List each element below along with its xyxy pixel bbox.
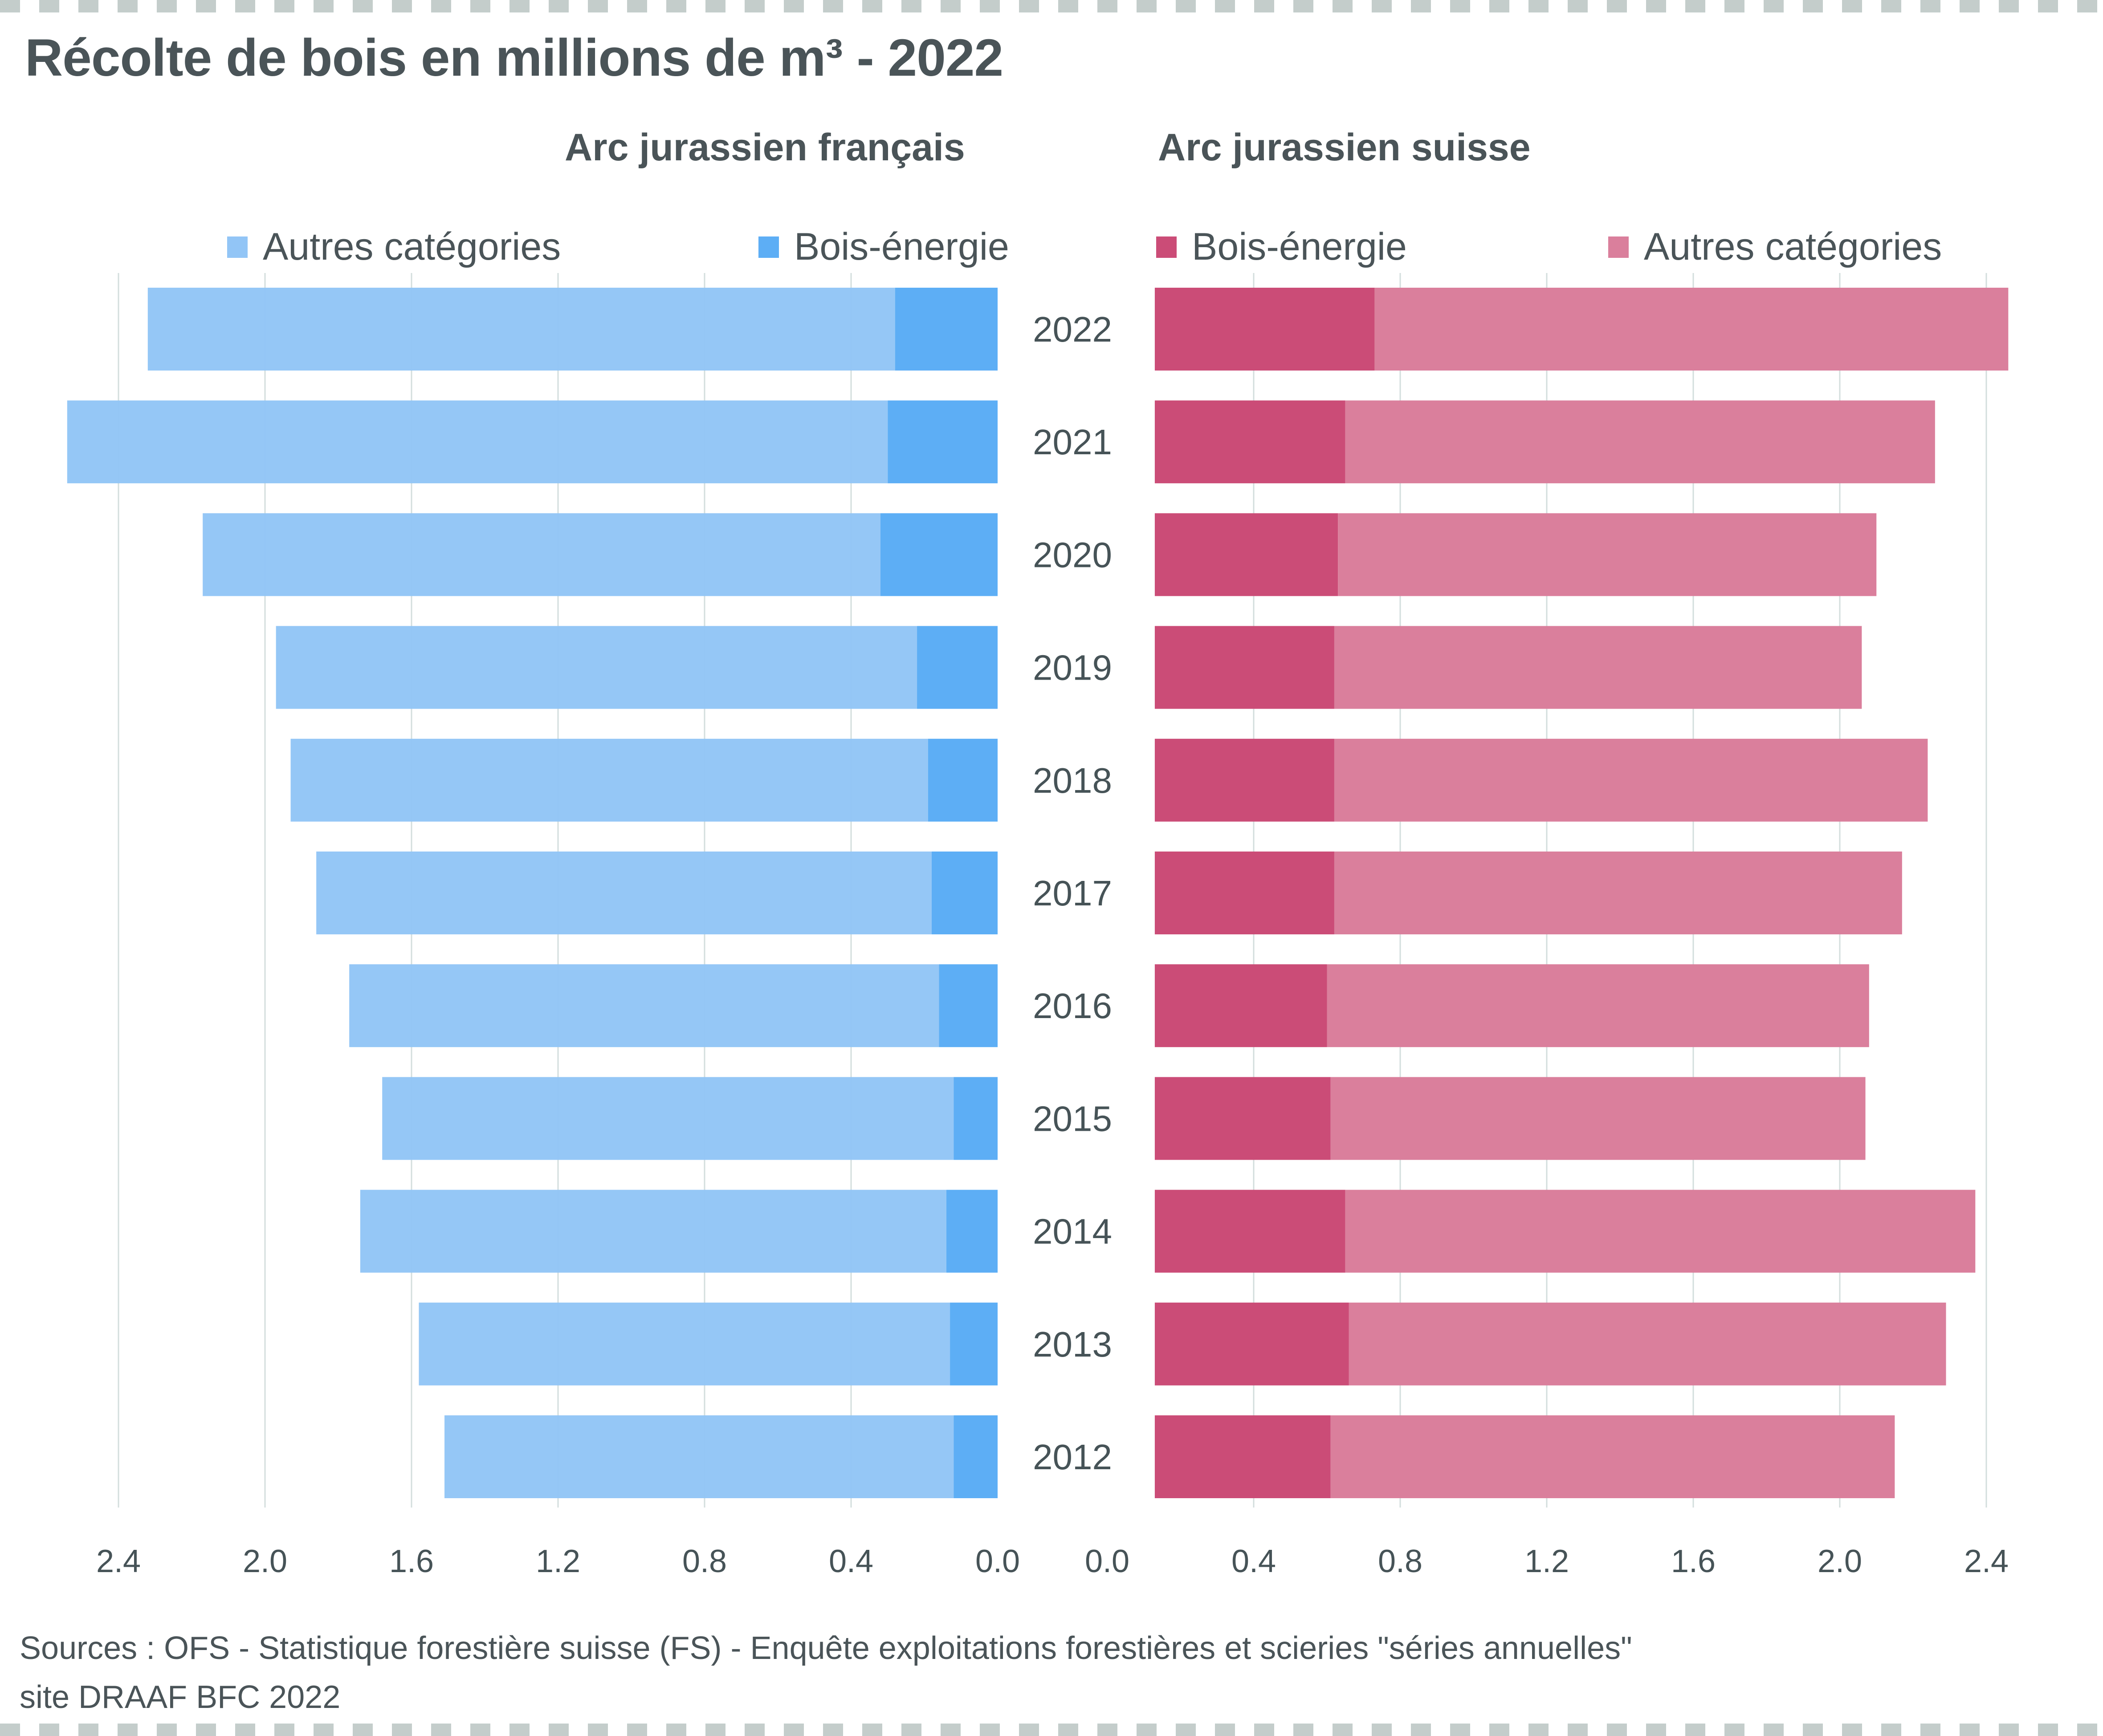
bar-fr-autres-2021 <box>67 400 888 484</box>
bar-ch-autres-2015 <box>1330 1077 1866 1160</box>
x-tick-label-left: 2.0 <box>243 1544 287 1579</box>
bar-fr-autres-2015 <box>382 1077 954 1160</box>
year-label: 2020 <box>1033 535 1112 575</box>
year-label: 2014 <box>1033 1212 1112 1251</box>
bar-fr-autres-2019 <box>276 626 917 709</box>
legend-label: Bois-énergie <box>1192 225 1407 268</box>
x-tick-label-right: 2.0 <box>1818 1544 1862 1579</box>
x-tick-label-left: 1.2 <box>536 1544 580 1579</box>
bar-fr-bois-energie-2013 <box>950 1302 998 1386</box>
bar-ch-bois-energie-2020 <box>1154 513 1338 596</box>
bar-fr-autres-2013 <box>419 1302 950 1386</box>
x-tick-label-left: 1.6 <box>389 1544 434 1579</box>
x-tick-label-right: 1.6 <box>1671 1544 1716 1579</box>
year-label: 2018 <box>1033 761 1112 800</box>
bar-ch-autres-2013 <box>1349 1302 1946 1386</box>
bar-ch-autres-2016 <box>1327 964 1869 1047</box>
x-tick-label-right: 0.0 <box>1085 1544 1129 1579</box>
bar-ch-autres-2021 <box>1345 400 1935 484</box>
x-tick-label-right: 0.4 <box>1231 1544 1276 1579</box>
year-label: 2021 <box>1033 422 1112 462</box>
bar-fr-autres-2012 <box>444 1415 954 1498</box>
bar-ch-bois-energie-2014 <box>1154 1190 1345 1273</box>
bar-fr-bois-energie-2021 <box>888 400 998 484</box>
bar-ch-bois-energie-2017 <box>1154 852 1334 934</box>
bar-ch-bois-energie-2018 <box>1154 738 1334 822</box>
x-tick-label-left: 0.4 <box>829 1544 873 1579</box>
year-labels: 2022 2021 2020 2019 2018 2017 2016 2015 2014 2013… <box>1033 310 1112 1477</box>
footer-site: site DRAAF BFC 2022 <box>20 1679 341 1715</box>
year-label: 2022 <box>1033 310 1112 349</box>
bar-ch-autres-2014 <box>1345 1190 1976 1273</box>
footer-sources: Sources : OFS - Statistique forestière s… <box>20 1630 1632 1666</box>
bar-ch-autres-2020 <box>1338 513 1877 596</box>
top-dashed-border <box>0 0 2103 12</box>
legend-swatch-bois-energie-ch <box>1156 236 1177 258</box>
bar-fr-autres-2017 <box>316 852 932 934</box>
legend-item-right-autres: Autres catégories <box>1608 225 1942 269</box>
bar-fr-bois-energie-2019 <box>917 626 998 709</box>
bar-ch-bois-energie-2015 <box>1154 1077 1331 1160</box>
bar-ch-autres-2019 <box>1334 626 1862 709</box>
bar-fr-bois-energie-2017 <box>931 852 998 934</box>
x-tick-label-left: 0.8 <box>682 1544 727 1579</box>
bar-ch-autres-2022 <box>1374 288 2009 371</box>
left-panel-title: Arc jurassien français <box>565 126 965 169</box>
bar-ch-autres-2017 <box>1334 852 1902 934</box>
year-label: 2017 <box>1033 873 1112 913</box>
bar-ch-bois-energie-2016 <box>1154 964 1327 1047</box>
legend-item-right-bois-energie: Bois-énergie <box>1156 225 1407 269</box>
bar-ch-bois-energie-2021 <box>1154 400 1345 484</box>
bottom-dashed-border <box>0 1724 2103 1736</box>
bar-fr-bois-energie-2015 <box>954 1077 998 1160</box>
bar-fr-autres-2022 <box>147 288 895 371</box>
chart-title: Récolte de bois en millions de m³ - 2022 <box>25 29 1003 87</box>
right-panel-title: Arc jurassien suisse <box>1158 126 1531 169</box>
bar-fr-bois-energie-2014 <box>946 1190 998 1273</box>
legend-label: Autres catégories <box>1644 225 1942 268</box>
bar-ch-bois-energie-2012 <box>1154 1415 1331 1498</box>
bar-fr-autres-2014 <box>360 1190 946 1273</box>
bar-fr-bois-energie-2020 <box>880 513 998 596</box>
bar-ch-bois-energie-2022 <box>1154 288 1375 371</box>
legend-swatch-autres-ch <box>1608 236 1629 258</box>
bar-ch-bois-energie-2019 <box>1154 626 1334 709</box>
year-label: 2012 <box>1033 1437 1112 1477</box>
legend-label: Autres catégories <box>263 225 561 268</box>
legend-label: Bois-énergie <box>794 225 1009 268</box>
x-tick-label-right: 1.2 <box>1524 1544 1569 1579</box>
year-label: 2016 <box>1033 986 1112 1026</box>
x-tick-label-left: 2.4 <box>96 1544 141 1579</box>
legend-item-left-bois-energie: Bois-énergie <box>758 225 1009 269</box>
axis-ticks: 2.4 2.0 1.6 1.2 0.8 0.4 0.0 0.0 0.4 0.8 1.2 1.6 2.0 2… <box>96 1544 2009 1579</box>
bar-ch-autres-2018 <box>1334 738 1928 822</box>
bar-fr-autres-2020 <box>203 513 880 596</box>
bar-fr-bois-energie-2022 <box>895 288 998 371</box>
legend-swatch-bois-energie-fr <box>758 236 779 258</box>
year-label: 2015 <box>1033 1099 1112 1138</box>
x-tick-label-left: 0.0 <box>975 1544 1020 1579</box>
bar-fr-autres-2016 <box>349 964 939 1047</box>
bar-fr-bois-energie-2018 <box>928 738 998 822</box>
bar-ch-autres-2012 <box>1330 1415 1895 1498</box>
year-label: 2019 <box>1033 648 1112 688</box>
bar-fr-bois-energie-2016 <box>939 964 998 1047</box>
x-tick-label-right: 2.4 <box>1964 1544 2009 1579</box>
bars <box>67 288 2009 1498</box>
bar-ch-bois-energie-2013 <box>1154 1302 1349 1386</box>
year-label: 2013 <box>1033 1324 1112 1364</box>
legend-item-left-autres: Autres catégories <box>227 225 561 269</box>
bar-fr-bois-energie-2012 <box>954 1415 998 1498</box>
x-tick-label-right: 0.8 <box>1378 1544 1422 1579</box>
bar-fr-autres-2018 <box>290 738 928 822</box>
legend-swatch-autres-fr <box>227 236 248 258</box>
